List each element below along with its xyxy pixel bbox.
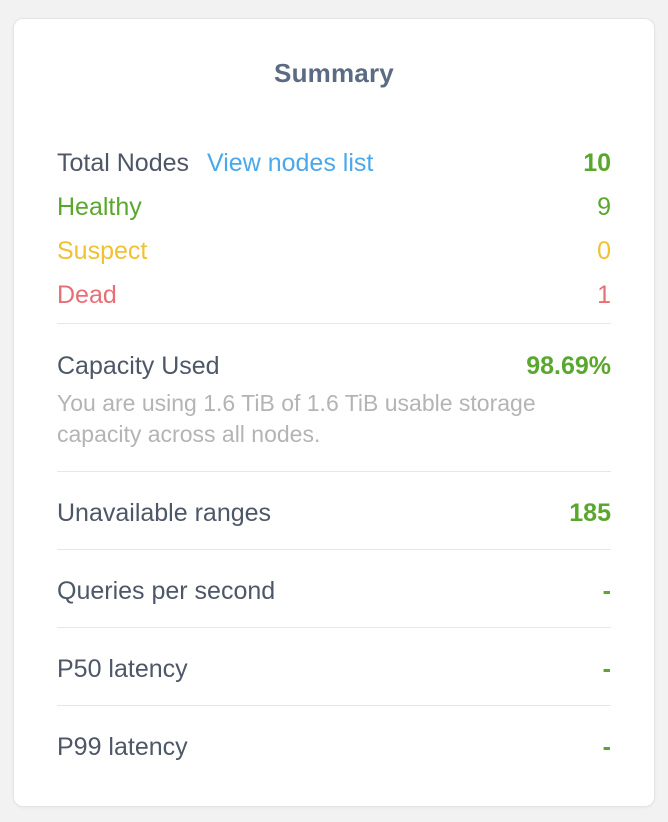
total-nodes-row: Total Nodes View nodes list 10 [57, 141, 611, 185]
p99-latency-value: - [602, 733, 611, 761]
nodes-section: Total Nodes View nodes list 10 Healthy 9… [57, 141, 611, 317]
suspect-nodes-row: Suspect 0 [57, 229, 611, 273]
view-nodes-list-link[interactable]: View nodes list [207, 149, 374, 177]
capacity-description: You are using 1.6 TiB of 1.6 TiB usable … [57, 390, 536, 447]
summary-title: Summary [274, 58, 394, 88]
healthy-nodes-row: Healthy 9 [57, 185, 611, 229]
total-nodes-value: 10 [583, 149, 611, 177]
summary-card: Summary Total Nodes View nodes list 10 H… [13, 18, 655, 807]
suspect-label: Suspect [57, 237, 148, 265]
unavailable-ranges-row: Unavailable ranges 185 [57, 471, 611, 549]
healthy-value: 9 [597, 193, 611, 221]
queries-per-second-label: Queries per second [57, 577, 276, 605]
dead-nodes-row: Dead 1 [57, 273, 611, 317]
dead-value: 1 [597, 281, 611, 309]
capacity-label: Capacity Used [57, 352, 220, 380]
unavailable-ranges-label: Unavailable ranges [57, 499, 272, 527]
p50-latency-label: P50 latency [57, 655, 188, 683]
p50-latency-row: P50 latency - [57, 627, 611, 705]
capacity-row: Capacity Used 98.69% [57, 350, 611, 382]
unavailable-ranges-value: 185 [569, 499, 611, 527]
suspect-value: 0 [597, 237, 611, 265]
capacity-section: Capacity Used 98.69% You are using 1.6 T… [57, 323, 611, 471]
dead-label: Dead [57, 281, 117, 309]
queries-per-second-value: - [602, 577, 611, 605]
capacity-value: 98.69% [526, 352, 611, 380]
p99-latency-row: P99 latency - [57, 705, 611, 783]
total-nodes-label: Total Nodes [57, 149, 190, 177]
p50-latency-value: - [602, 655, 611, 683]
queries-per-second-row: Queries per second - [57, 549, 611, 627]
healthy-label: Healthy [57, 193, 142, 221]
p99-latency-label: P99 latency [57, 733, 188, 761]
